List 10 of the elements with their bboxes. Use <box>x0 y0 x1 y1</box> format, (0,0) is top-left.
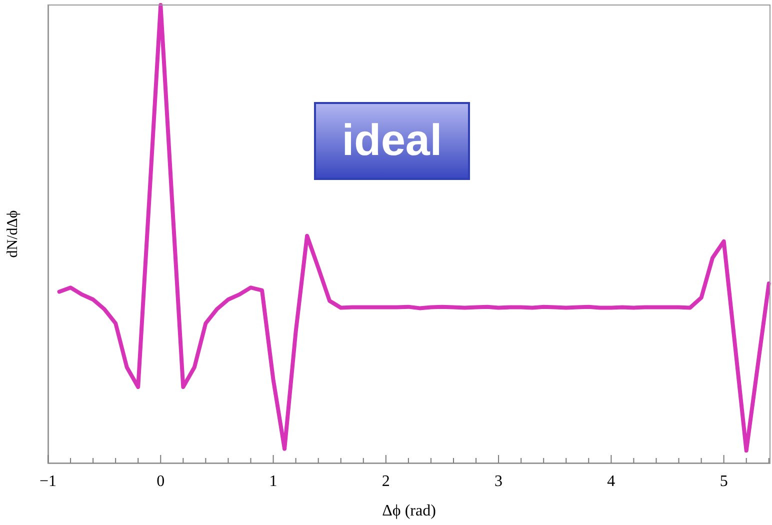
x-tick-label: 0 <box>156 472 165 490</box>
x-axis-title: Δϕ (rad) <box>382 502 436 520</box>
x-tick-label: 5 <box>720 472 728 490</box>
x-tick-label: −1 <box>39 472 57 490</box>
x-tick-label: 3 <box>494 472 503 490</box>
y-axis-title: dN/dΔϕ <box>4 210 21 258</box>
x-tick-label: 1 <box>269 472 278 490</box>
x-tick-label: 4 <box>607 472 616 490</box>
annotation: ideal <box>314 102 470 180</box>
x-tick-label: 2 <box>382 472 390 490</box>
